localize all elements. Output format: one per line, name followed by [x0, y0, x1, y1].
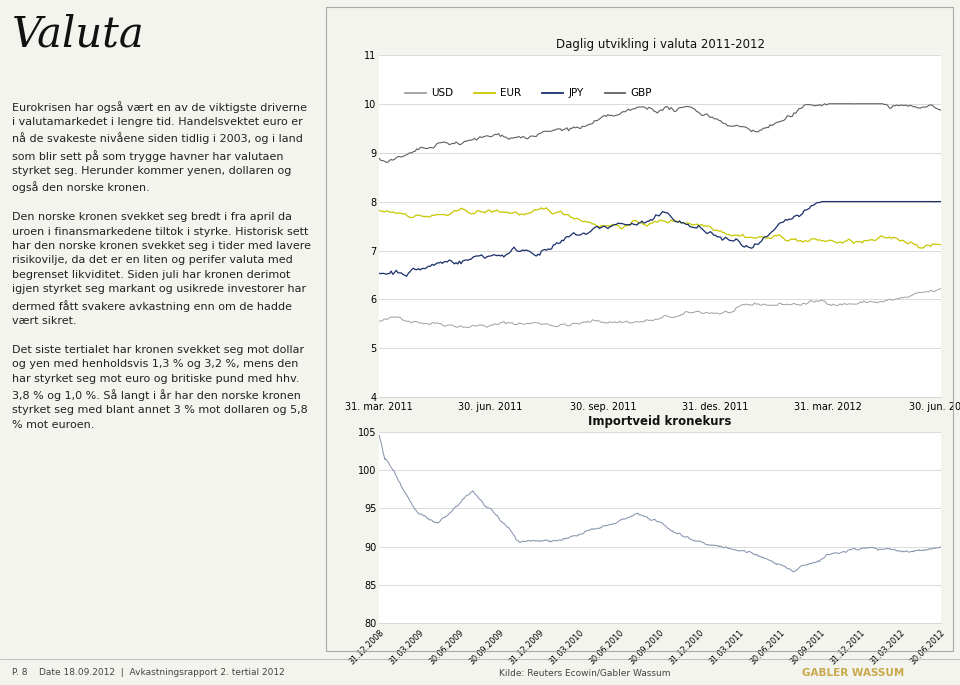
Text: Eurokrisen har også vært en av de viktigste driverne
i valutamarkedet i lengre t: Eurokrisen har også vært en av de viktig… [12, 101, 310, 429]
Text: Valuta: Valuta [12, 14, 144, 55]
Text: Kilde: Reuters Ecowin/Gabler Wassum: Kilde: Reuters Ecowin/Gabler Wassum [499, 668, 671, 677]
Title: Daglig utvikling i valuta 2011-2012: Daglig utvikling i valuta 2011-2012 [556, 38, 764, 51]
Text: GABLER WASSUM: GABLER WASSUM [802, 668, 904, 677]
Text: P. 8    Date 18.09.2012  |  Avkastningsrapport 2. tertial 2012: P. 8 Date 18.09.2012 | Avkastningsrappor… [12, 668, 284, 677]
Legend: USD, EUR, JPY, GBP: USD, EUR, JPY, GBP [401, 84, 657, 102]
Title: Importveid kronekurs: Importveid kronekurs [588, 414, 732, 427]
